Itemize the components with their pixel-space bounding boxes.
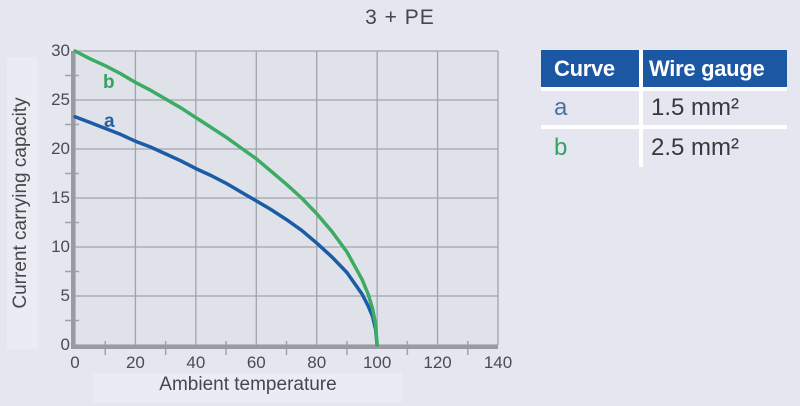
curve-label-b: b bbox=[103, 72, 115, 93]
legend-curve-b: b bbox=[554, 134, 568, 161]
legend-header-row: Curve Wire gauge bbox=[541, 50, 787, 87]
x-tick-label: 20 bbox=[125, 353, 145, 372]
legend-table: Curve Wire gauge a 1.5 mm² b 2.5 mm² bbox=[541, 50, 787, 167]
x-tick-label: 100 bbox=[362, 353, 392, 372]
curve-b bbox=[73, 49, 379, 347]
y-axis-title: Current carrying capacity bbox=[10, 97, 31, 309]
legend-gauge-b: 2.5 mm² bbox=[651, 134, 740, 161]
y-tick-label: 20 bbox=[51, 139, 70, 158]
legend-column-divider bbox=[639, 50, 643, 167]
y-tick-label: 10 bbox=[51, 237, 70, 256]
legend-header-curve: Curve bbox=[554, 56, 615, 81]
curve-label-a: a bbox=[104, 111, 115, 132]
x-tick-label: 140 bbox=[483, 353, 513, 372]
y-tick-label: 25 bbox=[51, 90, 70, 109]
background-band-bottom bbox=[93, 373, 402, 402]
legend-row-b: b 2.5 mm² bbox=[541, 129, 787, 167]
y-tick-label: 30 bbox=[51, 41, 70, 60]
y-tick-label: 0 bbox=[60, 335, 70, 354]
background-band-left bbox=[7, 57, 38, 349]
x-tick-label: 120 bbox=[423, 353, 452, 372]
legend-separator bbox=[541, 87, 787, 91]
legend-separator bbox=[541, 125, 787, 129]
y-tick-label: 15 bbox=[51, 188, 70, 207]
x-tick-label: 80 bbox=[307, 353, 327, 372]
legend-row-a: a 1.5 mm² bbox=[541, 91, 787, 125]
x-tick-label: 0 bbox=[70, 353, 80, 372]
y-axis-line bbox=[71, 51, 75, 349]
legend-curve-a: a bbox=[554, 94, 568, 121]
curve-a bbox=[73, 114, 379, 347]
legend-header-wire-gauge: Wire gauge bbox=[649, 56, 765, 81]
x-axis-title: Ambient temperature bbox=[159, 374, 337, 395]
legend-gauge-a: 1.5 mm² bbox=[651, 94, 740, 121]
x-tick-label: 60 bbox=[246, 353, 266, 372]
x-axis-line bbox=[71, 345, 498, 349]
figure-title: 3 + PE bbox=[365, 6, 435, 29]
x-tick-label: 40 bbox=[186, 353, 206, 372]
y-tick-label: 5 bbox=[60, 286, 70, 305]
